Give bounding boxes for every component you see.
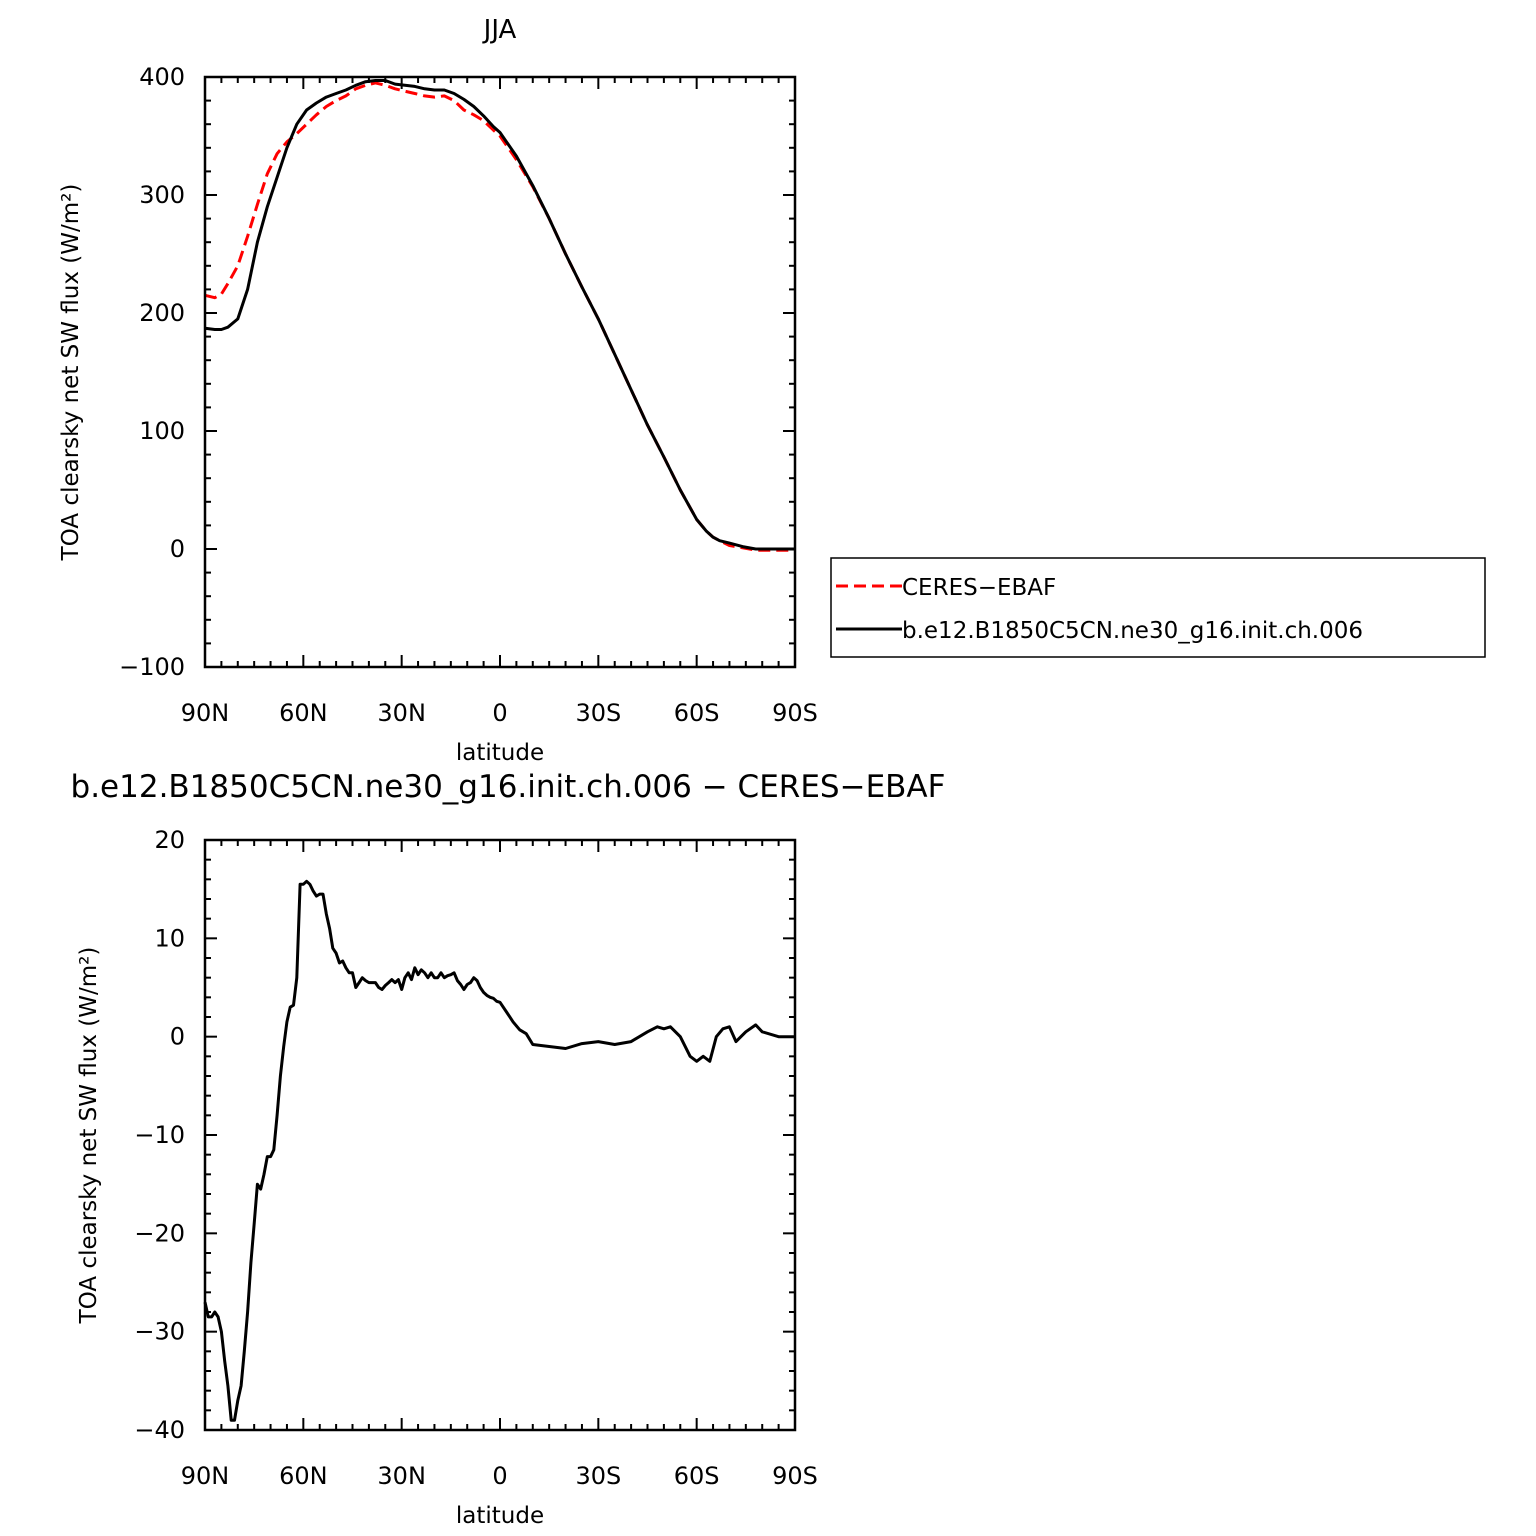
y-tick-label: −40 — [134, 1416, 185, 1444]
panel-top: JJA 400 300 200 100 0 −100 90N 60N 30N 0 30S 60S 90… — [58, 15, 1486, 766]
x-tick-label: 90S — [772, 1462, 818, 1490]
x-tick-label: 30N — [377, 699, 426, 727]
x-tick-label: 0 — [492, 699, 507, 727]
x-tick-label: 60S — [674, 1462, 720, 1490]
y-tick-label: 0 — [170, 1023, 185, 1051]
y-axis-label: TOA clearsky net SW flux (W/m²) — [76, 947, 102, 1325]
legend: CERES−EBAF b.e12.B1850C5CN.ne30_g16.init… — [830, 557, 1486, 658]
legend-label-model: b.e12.B1850C5CN.ne30_g16.init.ch.006 — [902, 618, 1363, 644]
x-tick-label: 90N — [181, 699, 230, 727]
y-tick-label: −30 — [134, 1318, 185, 1346]
x-tick-label: 60N — [279, 699, 328, 727]
x-tick-label: 60S — [674, 699, 720, 727]
series-line-1 — [204, 79, 795, 551]
y-axis-label: TOA clearsky net SW flux (W/m²) — [58, 184, 84, 562]
x-tick-label: 60N — [279, 1462, 328, 1490]
x-tick-label: 30N — [377, 1462, 426, 1490]
x-tick-label: 30S — [575, 699, 621, 727]
y-tick-label: 20 — [154, 826, 185, 854]
x-tick-label: 90S — [772, 699, 818, 727]
y-tick-label: 200 — [139, 299, 185, 327]
y-tick-label: 300 — [139, 181, 185, 209]
plot-frame — [203, 838, 797, 1432]
y-tick-label: −20 — [134, 1219, 185, 1247]
chart-title: b.e12.B1850C5CN.ne30_g16.init.ch.006 − C… — [71, 769, 946, 805]
y-tick-label: 400 — [139, 63, 185, 91]
plot-frame — [203, 75, 797, 669]
legend-label-ceres: CERES−EBAF — [902, 575, 1056, 601]
y-tick-label: 100 — [139, 417, 185, 445]
y-tick-label: −10 — [134, 1121, 185, 1149]
x-axis-label: latitude — [456, 1503, 544, 1529]
panel-bottom: b.e12.B1850C5CN.ne30_g16.init.ch.006 − C… — [71, 769, 946, 1529]
x-tick-label: 0 — [492, 1462, 507, 1490]
legend-box — [830, 557, 1486, 658]
y-tick-label: −100 — [119, 653, 185, 681]
chart-title: JJA — [482, 15, 517, 45]
x-tick-label: 90N — [181, 1462, 230, 1490]
x-tick-label: 30S — [575, 1462, 621, 1490]
y-tick-label: 10 — [154, 924, 185, 952]
series-line-0 — [204, 81, 795, 552]
x-axis-label: latitude — [456, 740, 544, 766]
y-tick-label: 0 — [170, 535, 185, 563]
series-line-0 — [203, 879, 795, 1422]
